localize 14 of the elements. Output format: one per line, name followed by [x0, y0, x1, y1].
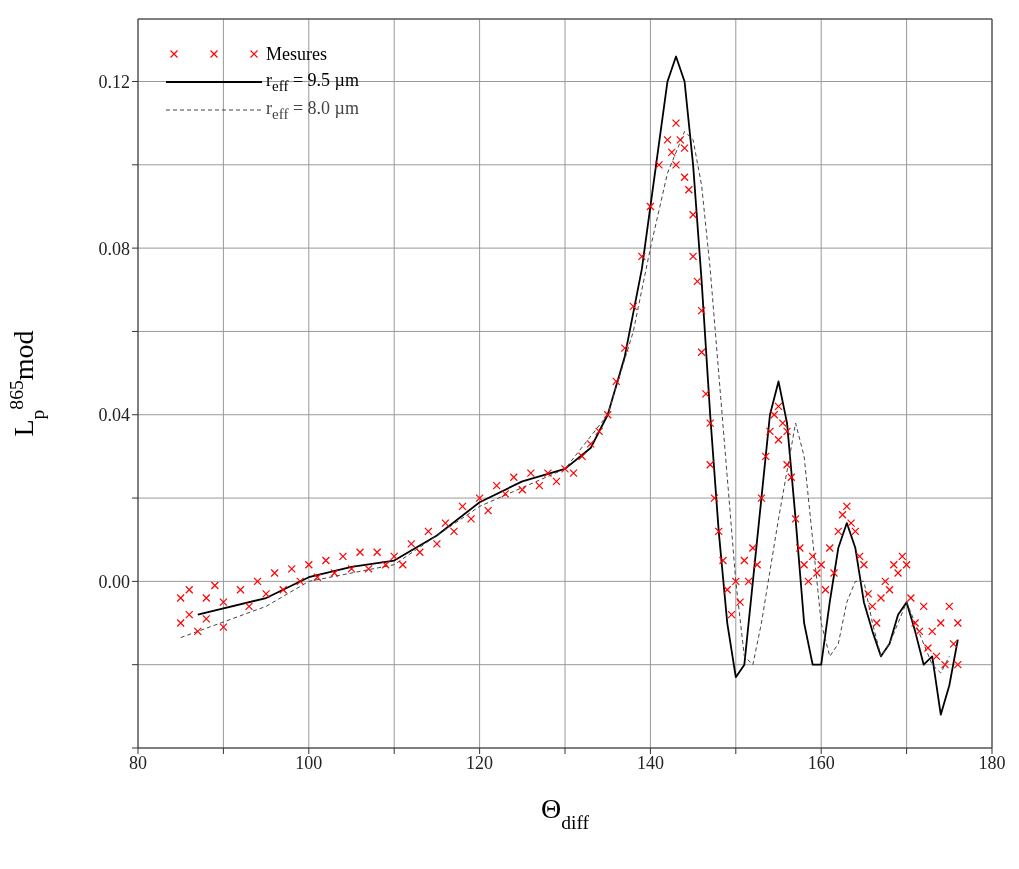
- x-tick-label: 80: [129, 752, 147, 773]
- x-tick-label: 100: [295, 752, 323, 773]
- text: r$_{eff}$ = 8.0 µm: [266, 97, 359, 123]
- y-tick-label: 0.04: [98, 405, 130, 426]
- legend-label: Mesures: [266, 43, 327, 65]
- x-tick-label: 140: [636, 752, 664, 773]
- y-tick-label: 0.08: [98, 238, 130, 259]
- x-tick-label: 120: [466, 752, 494, 773]
- y-tick-label: 0.00: [98, 571, 130, 592]
- x-axis-title: Θ$_{diff}$: [540, 793, 590, 833]
- text: r$_{eff}$ = 9.5 µm: [266, 69, 359, 95]
- x-tick-label: 160: [807, 752, 835, 773]
- y-tick-label: 0.12: [98, 71, 130, 92]
- x-tick-label: 180: [978, 752, 1006, 773]
